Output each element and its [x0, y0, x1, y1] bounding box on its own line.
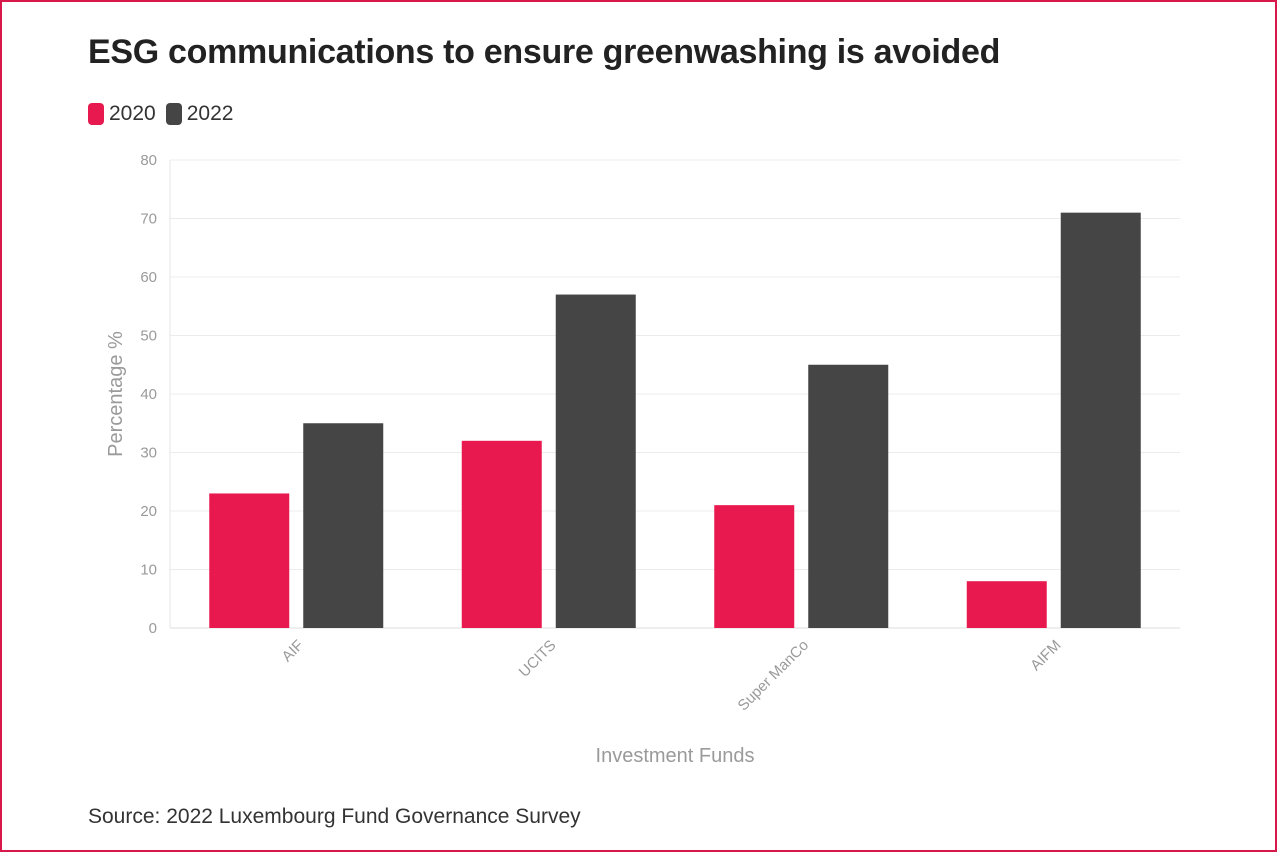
bar-2022-super-manco[interactable]	[808, 364, 889, 628]
y-tick-label: 30	[140, 445, 157, 462]
y-tick-label: 10	[140, 562, 157, 579]
y-axis-ticks: 0 10 20 30 40 50 60 70 80	[140, 152, 157, 637]
legend: 2020 2022	[88, 102, 243, 126]
y-tick-label: 50	[140, 328, 157, 345]
x-tick-label: AIF	[279, 637, 308, 666]
legend-item-2022[interactable]: 2022	[165, 102, 234, 126]
x-axis-title: Investment Funds	[596, 745, 755, 767]
chart-title: ESG communications to ensure greenwashin…	[88, 33, 1001, 71]
source-note: Source: 2022 Luxembourg Fund Governance …	[88, 805, 581, 828]
bar-2020-aif[interactable]	[209, 493, 290, 628]
bar-2022-aif[interactable]	[303, 423, 384, 628]
bar-2020-aifm[interactable]	[966, 581, 1047, 628]
y-tick-label: 70	[140, 211, 157, 228]
x-tick-label: UCITS	[516, 637, 560, 681]
y-axis-title: Percentage %	[105, 331, 127, 457]
legend-item-2020[interactable]: 2020	[88, 102, 156, 126]
bar-2020-ucits[interactable]	[461, 440, 542, 628]
x-tick-label: AIFM	[1027, 637, 1064, 674]
bar-2022-aifm[interactable]	[1060, 212, 1141, 628]
y-tick-label: 60	[140, 269, 157, 286]
y-tick-label: 80	[140, 152, 157, 169]
legend-label-2022: 2022	[186, 102, 234, 125]
legend-label-2020: 2020	[109, 102, 156, 125]
x-axis-ticks: AIF UCITS Super ManCo AIFM	[279, 637, 1065, 714]
bar-2020-super-manco[interactable]	[714, 505, 795, 628]
x-tick-label: Super ManCo	[735, 637, 812, 714]
y-tick-label: 20	[140, 503, 157, 520]
legend-swatch-2022	[165, 103, 182, 125]
bars	[209, 212, 1141, 628]
y-tick-label: 0	[149, 620, 157, 637]
bar-2022-ucits[interactable]	[555, 294, 636, 628]
y-tick-label: 40	[140, 386, 157, 403]
legend-swatch-2020	[88, 103, 104, 125]
